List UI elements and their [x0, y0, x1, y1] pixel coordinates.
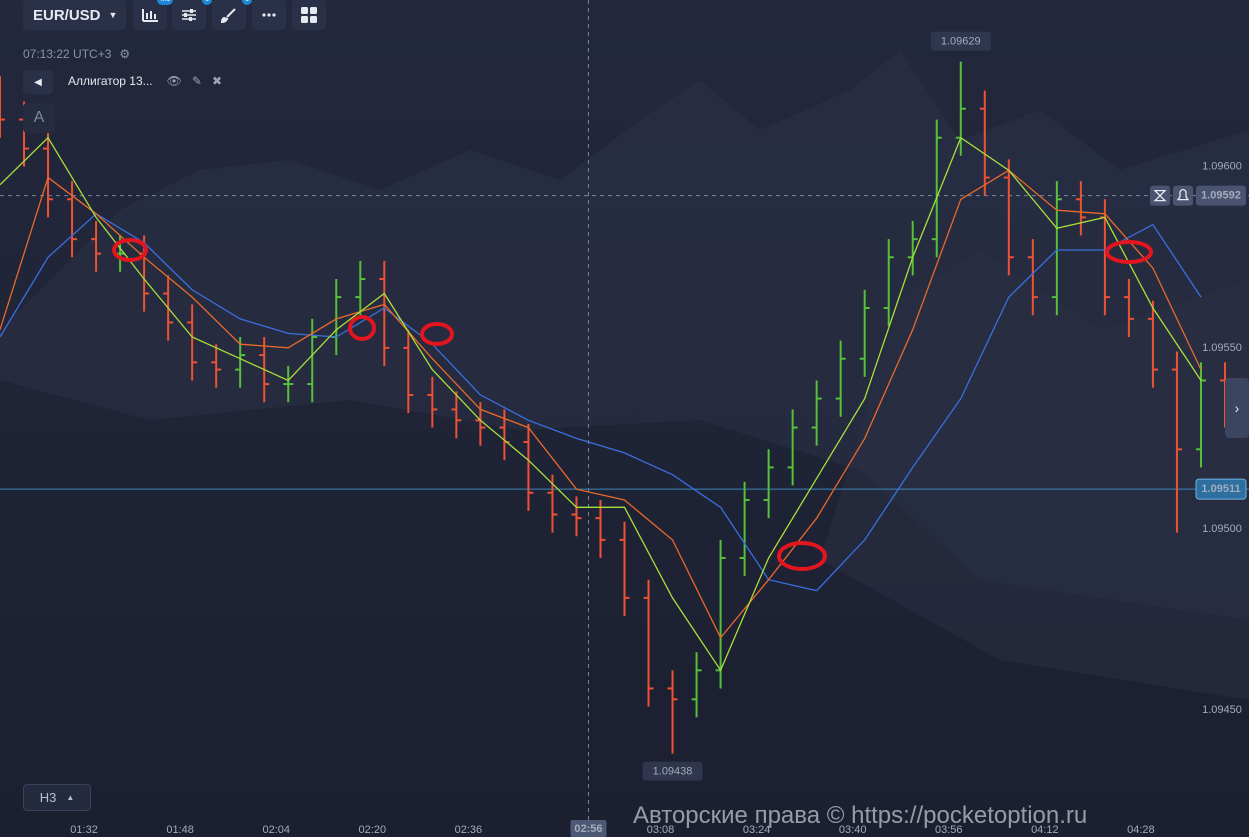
x-tick-label: 01:48 [166, 824, 194, 836]
more-button[interactable] [252, 0, 286, 30]
drawing-button[interactable]: 1 [212, 0, 252, 30]
collapse-button[interactable]: ◀ [23, 70, 53, 94]
crosshair-price-box [1196, 185, 1246, 206]
annotations [112, 238, 1153, 571]
watermark-text: Авторские права © https://pocketoption.r… [633, 802, 1088, 829]
highlight-ellipse [420, 322, 454, 346]
icon [142, 9, 158, 22]
max-label: 1.09629 [941, 36, 981, 48]
crosshair-time-box [570, 820, 607, 837]
current-price: 1.09511 [1201, 483, 1240, 495]
alert-icon [1176, 189, 1190, 201]
symbol-selector[interactable]: EUR/USD ▼ [23, 0, 126, 30]
dropdown-caret: ▼ [108, 10, 118, 20]
badge: 1 [202, 0, 212, 5]
visibility-icon[interactable]: 👁 [166, 74, 182, 88]
badge: M1 [157, 0, 173, 5]
caret: ▲ [66, 793, 75, 802]
x-tick-label: 01:32 [70, 824, 98, 836]
badge: 1 [242, 0, 252, 5]
timeframe-button[interactable]: H3 ▲ [23, 784, 91, 811]
alert-icon-box[interactable] [1173, 185, 1193, 206]
remove-icon[interactable]: ✖ [211, 74, 222, 88]
max-label-box [930, 31, 991, 51]
x-tick-label: 04:12 [1031, 824, 1059, 836]
indicators-button[interactable]: 1 [172, 0, 212, 30]
crosshair-price: 1.09592 [1201, 190, 1241, 202]
icon [221, 8, 236, 23]
mountain-backdrop [820, 250, 1249, 700]
min-label-box [642, 761, 703, 781]
x-tick-label: 02:04 [262, 824, 290, 836]
current-price-box [1195, 478, 1247, 500]
x-tick-label: 03:40 [839, 824, 867, 836]
icon [262, 13, 276, 17]
alligator-line [0, 169, 1202, 639]
alligator-line [0, 136, 1202, 672]
layout-button[interactable] [292, 0, 326, 30]
auto-scale-button[interactable]: A [23, 103, 55, 133]
indicator-row: Аллигатор 13... 👁 ✎ ✖ [68, 74, 222, 88]
chart-type-button[interactable]: M1 [133, 0, 173, 30]
y-tick-label: 1.09600 [1202, 161, 1242, 173]
crosshair-time: 02:56 [574, 823, 602, 835]
timer-icon [1153, 190, 1167, 202]
button-label: H3 [39, 790, 57, 805]
x-tick-label: 02:20 [359, 824, 387, 836]
axis-overlay: 1.09600 1.09550 1.09500 1.09450 01:32 01:48 02… [70, 31, 1247, 837]
x-tick-label: 04:28 [1127, 824, 1155, 836]
highlight-ellipse [1105, 240, 1153, 264]
settings-icon[interactable]: ⚙ [119, 47, 131, 61]
x-tick-label: 03:24 [743, 824, 771, 836]
x-tick-label: 02:36 [455, 824, 483, 836]
symbol: EUR/USD [33, 6, 101, 24]
edit-icon[interactable]: ✎ [191, 74, 202, 88]
x-tick-label: 03:08 [647, 824, 675, 836]
indicator-name: Аллигатор 13... [68, 74, 153, 88]
icon [301, 7, 317, 23]
watermark: Авторские права © https://pocketoption.r… [633, 802, 1087, 830]
icon [182, 9, 196, 21]
min-label: 1.09438 [653, 766, 693, 778]
x-tick-label: 03:56 [935, 824, 963, 836]
highlight-ellipse [348, 315, 376, 341]
y-tick-label: 1.09550 [1202, 342, 1242, 354]
highlight-ellipse [777, 541, 827, 571]
highlight-ellipse [112, 238, 148, 262]
side-panel-toggle[interactable]: › [1225, 378, 1249, 438]
y-tick-label: 1.09450 [1202, 704, 1242, 716]
clock: 07:13:22 UTC+3 ⚙ [23, 47, 130, 61]
clock-text: 07:13:22 UTC+3 [23, 47, 112, 61]
y-tick-label: 1.09500 [1202, 523, 1242, 535]
alligator-line [0, 212, 1202, 592]
button-label: A [33, 109, 45, 126]
